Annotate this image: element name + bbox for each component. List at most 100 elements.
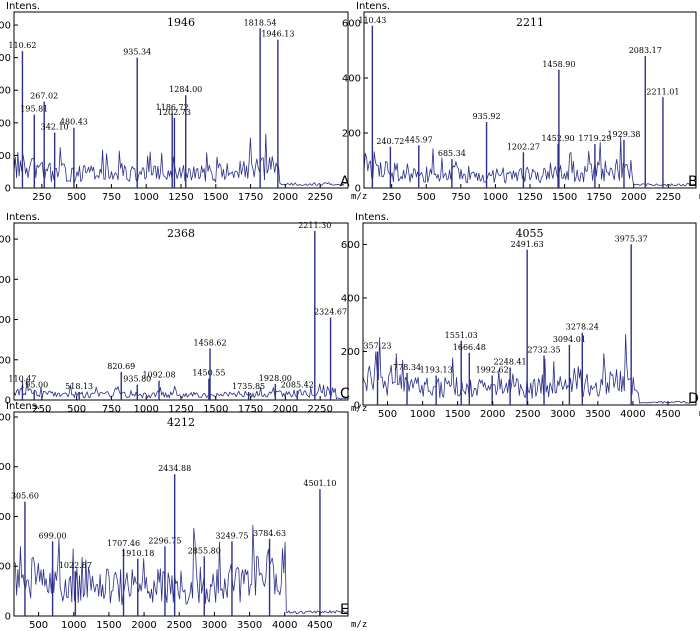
spectrum-trace [362, 333, 697, 404]
peak-label: 480.43 [60, 118, 88, 127]
peak-label: 2324.67 [314, 308, 347, 317]
x-tick-label: 3000 [550, 409, 575, 420]
peak-label: 2434.88 [158, 464, 191, 473]
peak-label: 1992.62 [476, 366, 509, 375]
peak-label: 1284.00 [169, 85, 202, 94]
spectrum-trace [13, 133, 349, 186]
peak-label: 1452.90 [542, 134, 575, 143]
panel-letter: C [340, 386, 350, 402]
peak-label: 2296.75 [148, 536, 181, 545]
x-tick-label: 500 [417, 192, 436, 203]
y-axis-label: Intens. [355, 212, 389, 223]
peak-label: 1202.73 [158, 108, 191, 117]
y-tick-label: 200 [341, 347, 360, 358]
y-tick-label: 0 [5, 396, 11, 407]
peak-label: 778.34 [393, 363, 421, 372]
peak-label: 1202.27 [507, 142, 540, 151]
y-tick-label: 400 [341, 293, 360, 304]
peak-label: 2732.35 [527, 345, 560, 354]
peak-label: 518.13 [65, 382, 93, 391]
y-tick-label: 0 [354, 401, 360, 412]
x-tick-label: 750 [102, 404, 121, 415]
x-axis-label: m/z [351, 192, 367, 202]
x-tick-label: 3500 [585, 409, 610, 420]
peak-label: 935.80 [123, 375, 151, 384]
peak-label: 2083.17 [629, 46, 662, 55]
peak-label: 2211.01 [646, 87, 679, 96]
y-tick-label: 4000 [0, 235, 11, 246]
x-tick-label: 2000 [273, 192, 298, 203]
x-tick-label: 1750 [586, 192, 611, 203]
peak-label: 1551.03 [445, 331, 478, 340]
plot-frame [13, 222, 349, 401]
peak-label: 1450.55 [192, 369, 225, 378]
peak-label: 1735.85 [232, 382, 265, 391]
peak-label: 1929.38 [607, 130, 640, 139]
y-tick-label: 500 [0, 21, 11, 32]
peak-label: 305.60 [11, 492, 39, 501]
peak-label: 445.97 [405, 135, 433, 144]
y-tick-label: 400 [0, 412, 11, 423]
peak-label: 820.69 [107, 362, 135, 371]
y-tick-label: 200 [0, 512, 11, 523]
plot-frame [13, 411, 349, 617]
x-tick-label: 1500 [96, 620, 121, 631]
peak-label: 3094.01 [553, 335, 586, 344]
x-tick-label: 1250 [168, 192, 193, 203]
peak-label: 1666.48 [453, 343, 486, 352]
x-tick-label: 4000 [620, 409, 645, 420]
x-tick-label: 250 [32, 192, 51, 203]
peak-label: 1928.00 [259, 374, 292, 383]
peak-label: 1092.08 [142, 371, 175, 380]
panel-title: 4055 [516, 227, 544, 240]
y-tick-label: 0 [5, 612, 11, 623]
peak-label: 110.47 [8, 375, 36, 384]
panel-title: 1946 [167, 16, 195, 29]
y-tick-label: 100 [0, 151, 11, 162]
x-tick-label: 1250 [168, 404, 193, 415]
x-tick-label: 500 [378, 409, 397, 420]
spectrum-trace [13, 524, 349, 614]
x-axis-label: m/z [351, 404, 367, 414]
peak-label: 935.34 [123, 48, 151, 57]
peak-label: 2855.80 [188, 546, 221, 555]
peak-label: 3975.37 [615, 234, 648, 243]
peak-label: 1186.72 [156, 103, 189, 112]
peak-label: 195.81 [20, 105, 48, 114]
x-tick-label: 1000 [133, 404, 158, 415]
peak-label: 2085.42 [281, 381, 314, 390]
peak-label: 1193.13 [420, 366, 453, 375]
x-tick-label: 2250 [656, 192, 681, 203]
y-axis-label: Intens. [6, 1, 40, 12]
peak-label: 1719.29 [578, 134, 611, 143]
x-tick-label: 2250 [307, 404, 332, 415]
panel-letter: B [688, 174, 698, 190]
panel-letter: E [340, 602, 349, 618]
peak-label: 1458.62 [193, 339, 226, 348]
x-tick-label: 1500 [203, 192, 228, 203]
y-tick-label: 3000 [0, 275, 11, 286]
peak-label: 3784.63 [253, 529, 286, 538]
peak-label: 3249.75 [215, 531, 248, 540]
x-tick-label: 1000 [483, 192, 508, 203]
panel-title: 2368 [167, 227, 195, 240]
y-tick-label: 400 [342, 74, 361, 85]
x-tick-label: 1000 [133, 192, 158, 203]
x-tick-label: 2500 [515, 409, 540, 420]
peak-label: 3278.24 [566, 323, 599, 332]
y-axis-label: Intens. [356, 1, 390, 12]
peak-label: 2248.41 [494, 358, 527, 367]
y-tick-label: 0 [5, 184, 11, 195]
y-tick-label: 600 [342, 19, 361, 30]
x-tick-label: 750 [102, 192, 121, 203]
panel-title: 2211 [516, 16, 544, 29]
panel-letter: D [688, 391, 699, 407]
peak-label: 699.00 [39, 531, 67, 540]
x-tick-label: 3000 [202, 620, 227, 631]
peak-label: 685.34 [438, 149, 466, 158]
x-tick-label: 2000 [480, 409, 505, 420]
